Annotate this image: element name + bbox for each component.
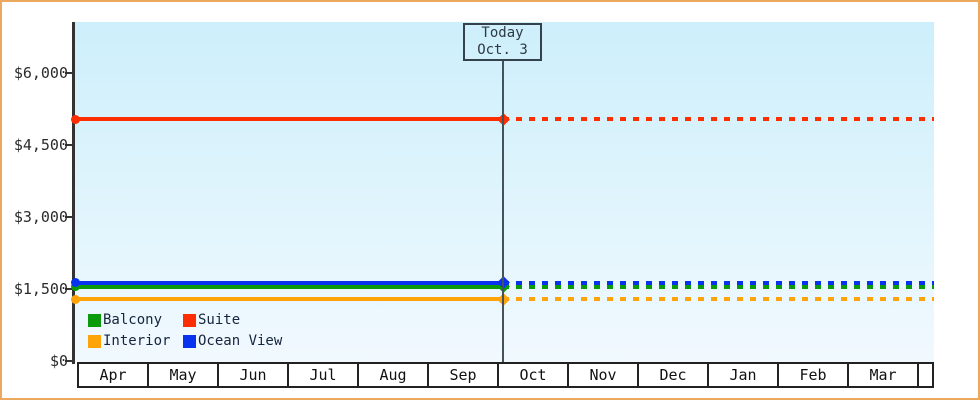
y-axis-tick [65, 288, 73, 290]
interior-swatch-icon [88, 334, 101, 348]
series-line-ocean-view-dashed-projection [503, 280, 934, 285]
legend-label: Interior [103, 333, 171, 349]
legend-label: Ocean View [198, 333, 283, 349]
y-axis-tick [65, 216, 73, 218]
month-cell-nov: Nov [567, 362, 637, 388]
interior-start-marker [71, 294, 80, 304]
y-axis-tick-label: $4,500 [13, 136, 68, 154]
series-line-interior-dashed-projection [503, 297, 934, 302]
plot-area [75, 22, 934, 362]
series-line-suite-solid [75, 117, 503, 122]
today-annotation-box: Today Oct. 3 [463, 23, 542, 61]
month-cell-feb: Feb [777, 362, 847, 388]
legend-item: Interior [88, 333, 183, 349]
ocean-view-start-marker [71, 278, 80, 288]
ocean-view-swatch-icon [183, 334, 196, 348]
series-line-balcony-solid [75, 284, 503, 289]
y-axis-tick-label: $1,500 [13, 280, 68, 298]
legend: Balcony Suite Interior Ocean View [88, 312, 282, 349]
y-axis-tick-label: $3,000 [13, 208, 68, 226]
today-date-label: Oct. 3 [477, 42, 528, 58]
month-cell-mar: Mar [847, 362, 917, 388]
y-axis-tick-label: $6,000 [13, 64, 68, 82]
legend-label: Suite [198, 312, 241, 328]
suite-start-marker [71, 114, 80, 124]
month-cell-apr: Apr [77, 362, 147, 388]
today-vertical-line [502, 61, 504, 362]
series-line-interior-solid [75, 297, 503, 302]
month-cell-sep: Sep [427, 362, 497, 388]
y-axis-tick [65, 360, 73, 362]
legend-label: Balcony [103, 312, 163, 328]
legend-item: Suite [183, 312, 282, 328]
balcony-swatch-icon [88, 313, 101, 327]
legend-item: Balcony [88, 312, 183, 328]
month-cell-jun: Jun [217, 362, 287, 388]
y-axis-tick [65, 72, 73, 74]
y-axis-line [72, 22, 75, 364]
month-cell-oct: Oct [497, 362, 567, 388]
month-cell-jul: Jul [287, 362, 357, 388]
month-cell-jan: Jan [707, 362, 777, 388]
month-cell-dec: Dec [637, 362, 707, 388]
series-line-balcony-dashed-projection [503, 284, 934, 289]
legend-item: Ocean View [183, 333, 282, 349]
month-cell-aug: Aug [357, 362, 427, 388]
today-label: Today [481, 25, 524, 41]
y-axis-tick [65, 144, 73, 146]
month-cell-empty [917, 362, 934, 388]
series-line-suite-dashed-projection [503, 117, 934, 122]
y-axis-tick-label: $0 [49, 352, 68, 370]
month-cell-may: May [147, 362, 217, 388]
suite-swatch-icon [183, 313, 196, 327]
series-line-ocean-view-solid [75, 280, 503, 285]
